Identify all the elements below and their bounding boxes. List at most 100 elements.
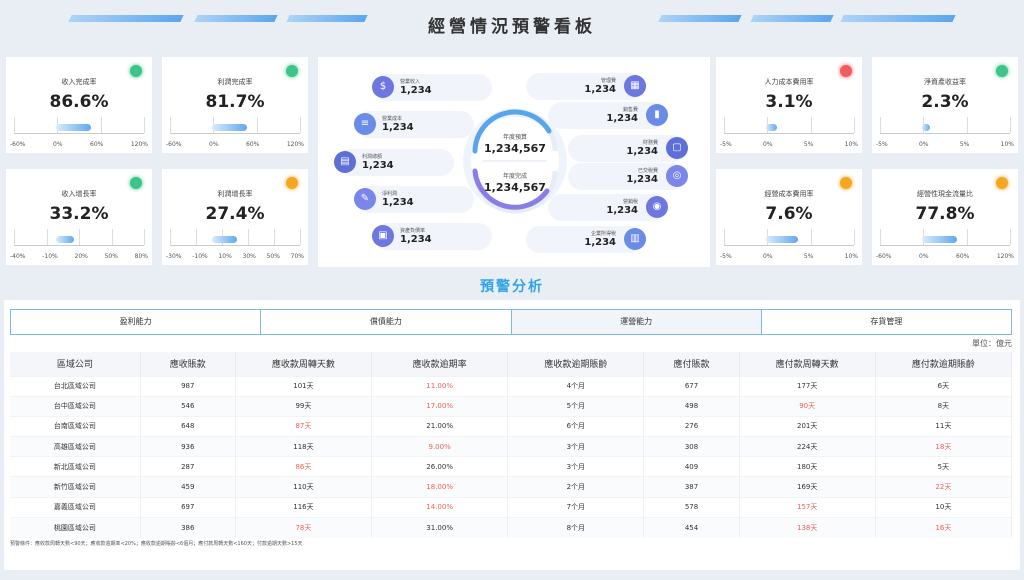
table-cell: 648 xyxy=(140,415,236,437)
page-title: 經營情況預警看板 xyxy=(428,17,596,37)
kpi-progress-bar xyxy=(212,236,237,243)
table-cell: 169天 xyxy=(739,476,876,498)
table-cell: 21.00% xyxy=(371,415,509,437)
table-cell: 308 xyxy=(643,436,740,457)
table-cell: 6个月 xyxy=(507,415,645,437)
table-cell: 90天 xyxy=(739,395,876,417)
metric-label: 企業所得稅 xyxy=(590,231,616,237)
kpi-value: 7.6% xyxy=(765,204,813,224)
kpi-tick-label: 0% xyxy=(919,253,929,260)
tab-3[interactable]: 存貨管理 xyxy=(761,310,1011,334)
status-indicator xyxy=(286,177,298,189)
metric-value: 1,234 xyxy=(606,113,638,124)
document-icon: ▢ xyxy=(666,137,688,159)
table-cell: 3个月 xyxy=(507,456,645,477)
table-row[interactable]: 高雄區域公司 936 118天 9.00% 3个月 308 224天 18天 xyxy=(10,436,1013,457)
table-cell: 276 xyxy=(643,415,740,437)
tab-0[interactable]: 盈利能力 xyxy=(11,310,262,334)
kpi-ticks: -60% 0% 60% 120% xyxy=(10,141,148,148)
kpi-tick-label: -40% xyxy=(10,253,26,260)
kpi-progress-bar xyxy=(56,124,91,131)
table-cell: 78天 xyxy=(235,516,373,538)
kpi-tick-label: 120% xyxy=(996,253,1014,260)
table-cell: 157天 xyxy=(739,496,876,518)
kpi-tick-label: 10% xyxy=(844,253,858,260)
table-cell: 677 xyxy=(643,375,740,397)
metric-value: 1,234 xyxy=(584,237,616,248)
kpi-label: 利潤增長率 xyxy=(217,190,253,198)
status-indicator xyxy=(840,177,852,189)
kpi-label: 收入增長率 xyxy=(61,190,97,198)
metric-label: 管理費 xyxy=(600,78,616,84)
table-row[interactable]: 新竹區域公司 459 110天 18.00% 2个月 387 169天 22天 xyxy=(10,476,1013,498)
kpi-card: 經營性現金流量比 77.8% -60% 0% 60% 120% xyxy=(872,169,1018,265)
tab-2[interactable]: 運營能力 xyxy=(511,310,762,334)
metric-value: 1,234 xyxy=(626,146,658,157)
table-cell: 180天 xyxy=(739,456,876,477)
status-indicator xyxy=(840,65,852,77)
kpi-tick-label: 60% xyxy=(956,253,970,260)
ledger-icon: ≡ xyxy=(354,113,376,135)
table-row[interactable]: 嘉義區域公司 697 116天 14.00% 7个月 578 157天 10天 xyxy=(10,496,1013,518)
chart-icon: ▥ xyxy=(624,228,646,250)
metric-pill: ▢ 財務費 1,234 xyxy=(568,135,688,162)
tab-1[interactable]: 償債能力 xyxy=(261,310,512,334)
table-cell: 99天 xyxy=(235,395,373,417)
table-row[interactable]: 台南區域公司 648 87天 21.00% 6个月 276 201天 11天 xyxy=(10,415,1013,437)
metric-value: 1,234 xyxy=(362,160,394,171)
kpi-tick-label: 50% xyxy=(266,253,280,260)
column-header[interactable]: 應收賬款 xyxy=(140,352,236,376)
metric-pill: ▣ 資產負債率 1,234 xyxy=(372,223,492,250)
table-cell: 8天 xyxy=(875,395,1013,417)
table-cell: 2个月 xyxy=(507,476,645,498)
column-header[interactable]: 應收款逾期賬齡 xyxy=(507,352,645,376)
kpi-tick-label: -10% xyxy=(42,253,58,260)
table-cell: 8个月 xyxy=(507,516,645,538)
report-icon: ▤ xyxy=(334,151,356,173)
column-header[interactable]: 應收款周轉天數 xyxy=(235,352,373,376)
table-cell: 86天 xyxy=(235,456,373,477)
profit-icon: ✎ xyxy=(354,188,376,210)
kpi-tick-label: 0% xyxy=(918,141,929,148)
table-cell: 409 xyxy=(643,456,740,477)
kpi-value: 3.1% xyxy=(765,92,813,112)
table-row[interactable]: 桃園區域公司 386 78天 31.00% 8个月 454 138天 16天 xyxy=(10,516,1013,538)
kpi-tick-label: -60% xyxy=(10,141,26,148)
kpi-tick-label: 10% xyxy=(218,253,232,260)
table-cell: 177天 xyxy=(739,375,876,397)
kpi-label: 經營成本費用率 xyxy=(764,190,814,198)
column-header[interactable]: 應付賬款 xyxy=(643,352,740,376)
kpi-value: 81.7% xyxy=(205,92,265,112)
table-cell: 10天 xyxy=(875,496,1013,518)
table-row[interactable]: 台中區域公司 546 99天 17.00% 5个月 498 90天 8天 xyxy=(10,395,1013,417)
kpi-value: 77.8% xyxy=(915,204,975,224)
table-cell: 5天 xyxy=(875,456,1013,477)
budget-label: 年度預算 xyxy=(502,134,527,141)
kpi-card: 收入增長率 33.2% -40% -10% 20% 50% 80% xyxy=(6,169,152,265)
kpi-progress-bar xyxy=(922,236,957,243)
kpi-tick-label: 20% xyxy=(74,253,88,260)
metric-value: 1,234 xyxy=(400,234,432,245)
kpi-value: 2.3% xyxy=(921,92,969,112)
column-header[interactable]: 區域公司 xyxy=(10,352,141,376)
money-bag-icon: $ xyxy=(372,76,394,98)
kpi-tick-label: 80% xyxy=(134,253,148,260)
table-row[interactable]: 新北區域公司 287 86天 26.00% 3个月 409 180天 5天 xyxy=(10,456,1013,477)
column-header[interactable]: 應付款逾期賬齡 xyxy=(875,352,1013,376)
kpi-card: 人力成本費用率 3.1% -5% 0% 5% 10% xyxy=(716,57,862,153)
column-header[interactable]: 應收款逾期率 xyxy=(371,352,509,376)
table-cell: 138天 xyxy=(739,516,876,538)
analysis-panel: 盈利能力 償債能力 運營能力 存貨管理 單位：億元 區域公司 應收賬款 應收款周轉天數 應收… xyxy=(4,300,1020,570)
table-cell: 新北區域公司 xyxy=(10,456,141,477)
table-cell: 26.00% xyxy=(371,456,509,477)
kpi-tick-label: 60% xyxy=(90,141,104,148)
kpi-tick-label: 0% xyxy=(53,141,63,148)
metric-label: 資產負債率 xyxy=(400,228,426,234)
kpi-label: 人力成本費用率 xyxy=(764,78,814,86)
column-header[interactable]: 應付款周轉天數 xyxy=(739,352,876,376)
kpi-progress-bar xyxy=(922,124,930,131)
table-cell: 16天 xyxy=(875,516,1013,538)
table-row[interactable]: 台北區域公司 987 101天 11.00% 4个月 677 177天 6天 xyxy=(10,375,1013,397)
table-cell: 嘉義區域公司 xyxy=(10,496,141,518)
table-cell: 5个月 xyxy=(507,395,645,417)
